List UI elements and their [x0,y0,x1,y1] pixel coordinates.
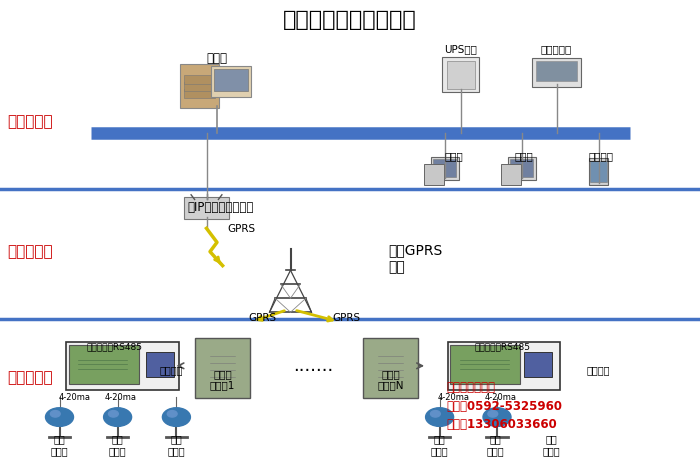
Text: 测控终端: 测控终端 [160,365,183,376]
Text: 流量积算仯RS485: 流量积算仯RS485 [475,343,531,352]
Text: 客户端: 客户端 [514,151,533,161]
Text: GPRS: GPRS [228,224,256,234]
FancyBboxPatch shape [66,342,178,390]
Text: 数据采集层: 数据采集层 [7,370,52,385]
FancyBboxPatch shape [214,69,248,91]
FancyBboxPatch shape [363,338,418,398]
FancyBboxPatch shape [589,160,608,181]
FancyBboxPatch shape [508,157,536,180]
Text: 测控终端: 测控终端 [587,365,610,376]
Text: 大屏幕投影: 大屏幕投影 [541,44,572,54]
Text: 电话：0592-5325960: 电话：0592-5325960 [447,400,563,413]
Circle shape [167,411,177,417]
Text: 蒸汽热网远程监控系统: 蒸汽热网远程监控系统 [283,10,417,29]
FancyBboxPatch shape [183,197,229,219]
FancyBboxPatch shape [510,159,533,177]
FancyBboxPatch shape [430,157,458,180]
FancyBboxPatch shape [211,67,251,97]
FancyBboxPatch shape [183,82,215,91]
Text: 4-20ma: 4-20ma [59,392,91,402]
FancyBboxPatch shape [450,345,520,384]
Text: 压力
变送器: 压力 变送器 [430,434,449,456]
Text: 数据管理层: 数据管理层 [7,114,52,129]
Text: 智能手机: 智能手机 [588,151,613,161]
Text: 4-20ma: 4-20ma [104,392,136,402]
FancyBboxPatch shape [183,75,215,84]
Text: 温度
变送器: 温度 变送器 [108,434,127,456]
FancyBboxPatch shape [447,61,475,89]
Text: UPS电源: UPS电源 [444,44,477,54]
Text: 4-20ma: 4-20ma [484,392,517,402]
Circle shape [46,408,74,426]
Text: 移动GPRS
网络: 移动GPRS 网络 [389,244,443,274]
FancyBboxPatch shape [180,64,218,109]
Text: 手机：13306033660: 手机：13306033660 [447,418,557,432]
Circle shape [104,408,132,426]
FancyBboxPatch shape [448,342,560,390]
Text: 联系人：陈先生: 联系人：陈先生 [447,381,496,394]
Text: GPRS: GPRS [332,313,360,323]
Text: 服务器: 服务器 [206,52,228,65]
Text: 流量
变送器: 流量 变送器 [542,434,561,456]
Text: 工作站: 工作站 [444,151,463,161]
Text: 流量积算仯RS485: 流量积算仯RS485 [86,343,142,352]
Circle shape [483,408,511,426]
Circle shape [488,411,498,417]
Text: GPRS: GPRS [248,313,276,323]
FancyBboxPatch shape [501,164,521,185]
FancyBboxPatch shape [195,338,250,398]
FancyBboxPatch shape [146,352,174,377]
FancyBboxPatch shape [69,345,139,384]
FancyBboxPatch shape [524,352,552,377]
Circle shape [108,411,118,417]
Text: 4-20ma: 4-20ma [438,392,470,402]
Text: 流量
变送器: 流量 变送器 [167,434,186,456]
FancyBboxPatch shape [536,61,577,81]
FancyBboxPatch shape [532,58,581,87]
FancyBboxPatch shape [442,57,479,92]
FancyBboxPatch shape [183,89,215,98]
FancyBboxPatch shape [589,158,608,185]
Text: 不锈锄
仪表符1: 不锈锄 仪表符1 [210,369,235,391]
Text: 数据传输层: 数据传输层 [7,244,52,259]
Text: .......: ....... [293,357,334,375]
Text: 压力
变送器: 压力 变送器 [50,434,69,456]
Text: 不锈锄
仪表符N: 不锈锄 仪表符N [377,369,404,391]
FancyBboxPatch shape [424,164,444,185]
Circle shape [430,411,440,417]
Text: （IP、域名）路由器: （IP、域名）路由器 [188,201,253,214]
Circle shape [162,408,190,426]
Circle shape [426,408,454,426]
Text: 温度
变送器: 温度 变送器 [486,434,505,456]
Circle shape [50,411,60,417]
FancyBboxPatch shape [433,159,456,177]
